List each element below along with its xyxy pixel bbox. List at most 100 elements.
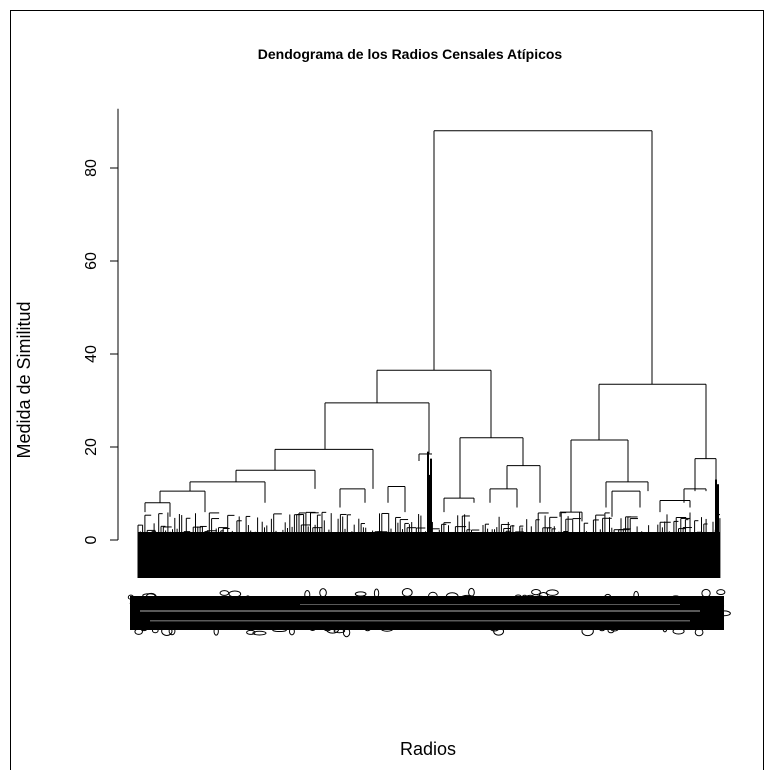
leaf-label-glyph (620, 611, 630, 617)
leaf-label-glyph (609, 625, 620, 632)
leaf-label-glyph (293, 613, 300, 622)
y-tick-label: 60 (83, 252, 100, 270)
leaf-label-glyph (523, 594, 537, 605)
leaf-label-glyph (354, 591, 367, 597)
leaf-label-glyph (282, 616, 293, 623)
leaf-label-glyph (380, 626, 394, 632)
leaf-label-glyph (176, 600, 189, 609)
leaf-label-glyph (662, 623, 668, 633)
leaf-label-glyph (228, 590, 242, 598)
leaf-label-glyph (700, 603, 707, 610)
leaf-label-glyph (441, 597, 455, 606)
leaf-label-glyph (203, 600, 213, 606)
leaf-label-glyph (717, 610, 731, 617)
leaf-label-glyph (296, 608, 312, 618)
leaf-label-glyph (576, 612, 592, 620)
leaf-label-glyph (333, 628, 346, 634)
leaf-label-glyph (447, 605, 461, 611)
leaf-label-glyph (571, 598, 578, 605)
leaf-label-glyph (153, 605, 167, 614)
leaf-label-glyph (694, 628, 704, 637)
leaf-label-glyph (679, 601, 689, 608)
leaf-label-glyph (161, 626, 173, 636)
leaf-label-glyph (245, 595, 251, 601)
leaf-label-glyph (304, 590, 311, 600)
leaf-label-glyph (127, 594, 134, 600)
leaf-label-glyph (523, 616, 534, 624)
leaf-label-glyph (327, 611, 343, 616)
leaf-label-glyph (591, 614, 606, 621)
leaf-label-glyph (607, 627, 615, 634)
label-separator (130, 580, 724, 588)
leaf-label-glyph (420, 622, 434, 630)
leaf-label-glyph (393, 612, 404, 621)
leaf-label-glyph (246, 629, 256, 635)
y-tick-label: 80 (83, 159, 100, 177)
leaf-label-glyph (622, 605, 631, 614)
leaf-label-glyph (458, 610, 468, 620)
leaf-label-glyph (511, 620, 521, 628)
leaf-label-glyph (647, 609, 661, 615)
y-axis: 0 20 40 60 80 (83, 108, 119, 544)
y-tick-label: 0 (83, 535, 100, 544)
leaf-label-glyph (427, 591, 438, 602)
leaf-label-glyph (219, 590, 230, 596)
leaf-label-glyph (401, 588, 413, 597)
leaf-label-glyph (151, 628, 159, 634)
leaf-label-glyph (232, 611, 245, 619)
leaf-label-glyph (358, 602, 372, 613)
leaf-label-glyph (373, 588, 380, 599)
leaf-label-glyph (411, 614, 418, 620)
leaf-label-glyph (189, 596, 203, 603)
leaf-label-glyph (638, 597, 646, 603)
leaf-label-glyph (628, 616, 635, 623)
leaf-label-glyph (176, 613, 185, 619)
leaf-label-glyph (645, 619, 661, 628)
y-axis-label: Medida de Similitud (14, 301, 34, 458)
leaf-label-glyph (437, 620, 444, 627)
leaf-label-glyph (346, 597, 354, 605)
leaf-label-glyph (311, 598, 320, 605)
leaf-label-glyph (420, 596, 426, 605)
leaf-label-glyph (134, 628, 143, 635)
leaf-label-gap (300, 604, 680, 605)
leaf-label-glyph (168, 603, 180, 610)
leaf-label-glyph (238, 599, 248, 606)
leaf-label-glyph (569, 618, 576, 627)
leaf-label-glyph (217, 597, 225, 602)
leaf-label-glyph (400, 609, 409, 614)
y-tick-label: 40 (83, 345, 100, 363)
leaf-label-glyph (531, 589, 541, 596)
leaf-label-glyph (635, 596, 647, 602)
leaf-label-glyph (598, 622, 607, 632)
leaf-label-glyph (672, 627, 685, 635)
leaf-label-glyph (603, 593, 612, 602)
leaf-label-glyph (140, 626, 148, 632)
leaf-label-glyph (670, 595, 681, 602)
leaf-label-glyph (470, 619, 482, 624)
leaf-label-glyph (660, 596, 673, 602)
leaf-label-glyph (557, 621, 567, 630)
leaf-label-glyph (478, 602, 486, 610)
leaf-label-glyph (701, 588, 711, 598)
leaf-label-glyph (688, 608, 696, 613)
dendrogram-tree (144, 130, 717, 522)
leaf-label-glyph (182, 620, 195, 626)
leaf-label-glyph (342, 627, 351, 638)
chart-title: Dendograma de los Radios Censales Atípic… (258, 46, 563, 62)
leaf-label-glyph (161, 616, 168, 626)
leaf-label-glyph (581, 626, 594, 637)
leaf-label-glyph (375, 621, 382, 626)
leaf-label-glyph (186, 609, 200, 617)
leaf-label-glyph (639, 598, 654, 609)
leaf-label-glyph (663, 599, 678, 604)
leaf-label-glyph (252, 630, 267, 636)
leaf-label-glyph (365, 606, 381, 614)
leaf-label-glyph (279, 612, 287, 618)
leaf-label-glyph (493, 627, 505, 636)
leaf-label-glyph (538, 592, 549, 601)
leaf-label-glyph (319, 588, 327, 598)
leaf-label-glyph (363, 623, 372, 632)
leaf-label-glyph (225, 614, 237, 622)
